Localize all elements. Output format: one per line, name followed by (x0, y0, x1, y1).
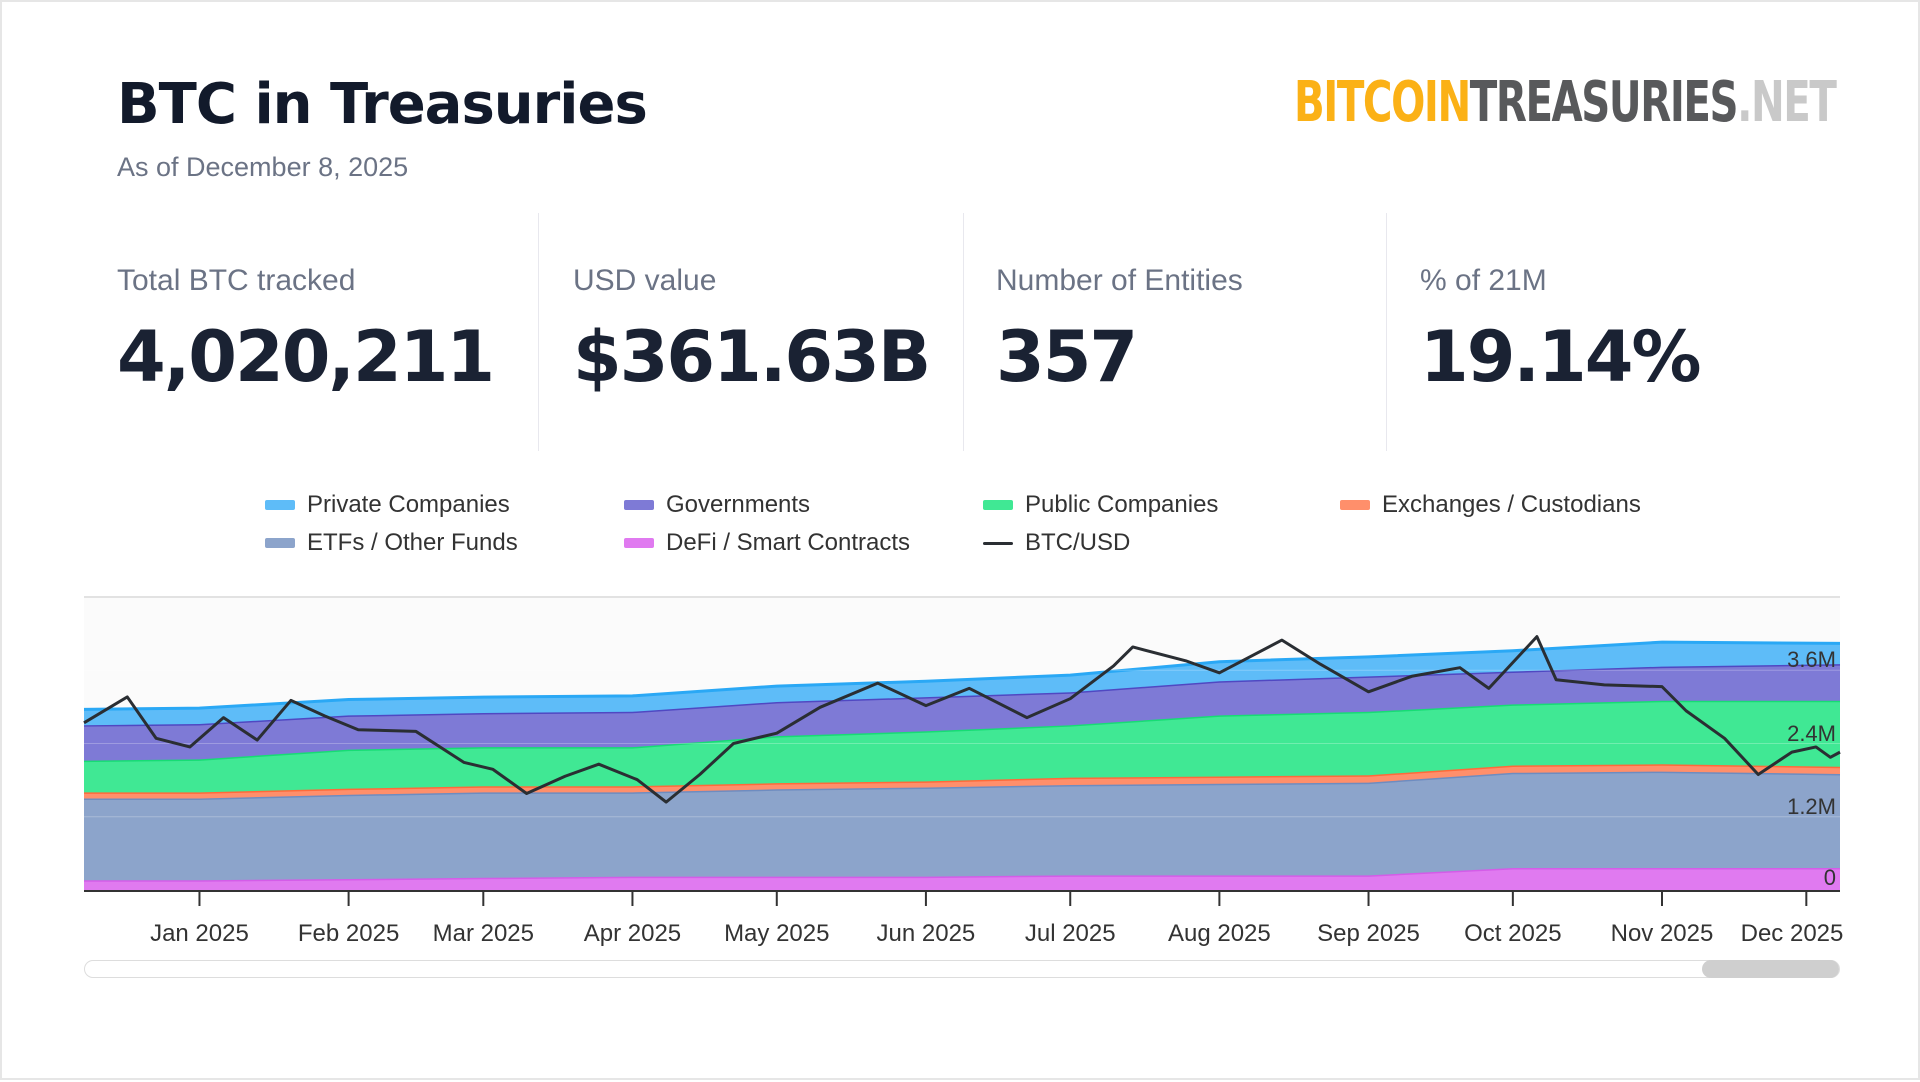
divider (1386, 213, 1387, 451)
legend-swatch (983, 500, 1013, 510)
area-defi-smart-contracts (84, 868, 1840, 890)
legend-item-governments[interactable]: Governments (624, 491, 810, 519)
stat-percent-21m: % of 21M 19.14% (1420, 264, 1702, 398)
legend-label: Private Companies (307, 491, 510, 518)
legend-item-btc-usd[interactable]: BTC/USD (983, 529, 1130, 557)
legend-item-etfs-other-funds[interactable]: ETFs / Other Funds (265, 529, 518, 557)
legend-label: Governments (666, 491, 811, 518)
area-edge-governments (83, 662, 1841, 727)
legend-label: ETFs / Other Funds (307, 529, 518, 556)
x-tick-label: Jul 2025 (1024, 920, 1116, 947)
chart-scrollbar[interactable] (84, 960, 1840, 978)
legend-swatch (265, 538, 295, 548)
x-tick-label: Jan 2025 (150, 920, 249, 947)
legend-label: Exchanges / Custodians (1382, 491, 1641, 518)
legend-item-exchanges-custodians[interactable]: Exchanges / Custodians (1340, 491, 1641, 519)
y-tick-label: 1.2M (1787, 793, 1836, 819)
y-tick-label: 3.6M (1787, 647, 1836, 673)
stat-total-btc: Total BTC tracked 4,020,211 (117, 264, 495, 398)
area-edge-exchanges-custodians (84, 762, 1841, 794)
area-public-companies (84, 700, 1840, 793)
legend-label: Public Companies (1025, 491, 1219, 518)
legend-item-private-companies[interactable]: Private Companies (265, 491, 510, 519)
x-tick-label: Oct 2025 (1464, 920, 1562, 947)
area-etfs-other-funds (84, 771, 1840, 881)
stat-label: % of 21M (1420, 264, 1547, 297)
y-tick-label: 2.4M (1787, 720, 1836, 746)
x-tick-label: Aug 2025 (1167, 920, 1271, 947)
plot-background (84, 597, 1840, 890)
divider (963, 213, 964, 451)
stat-label: USD value (573, 264, 717, 297)
area-edge-defi-smart-contracts (84, 866, 1840, 882)
stat-value: 19.14% (1420, 316, 1702, 398)
legend-swatch (624, 538, 654, 548)
as-of-date: As of December 8, 2025 (117, 152, 409, 182)
stat-value: $361.63B (573, 316, 931, 398)
legend-swatch (1340, 500, 1370, 510)
y-tick-label: 0 (1823, 865, 1836, 890)
x-tick-label: Apr 2025 (583, 920, 682, 947)
btc-usd-line (83, 635, 1841, 804)
legend-swatch (265, 500, 295, 510)
page-title: BTC in Treasuries (117, 72, 648, 137)
legend-swatch (624, 500, 654, 510)
x-tick-label: Dec 2025 (1740, 920, 1844, 947)
area-edge-etfs-other-funds (84, 770, 1841, 800)
area-private-companies (84, 642, 1840, 726)
stat-entities: Number of Entities 357 (996, 264, 1243, 398)
stat-value: 4,020,211 (117, 316, 495, 398)
stat-label: Total BTC tracked (117, 264, 356, 297)
area-exchanges-custodians (84, 764, 1840, 799)
logo-part-bitcoin: BITCOIN (1294, 70, 1471, 135)
legend-label: BTC/USD (1025, 529, 1131, 556)
x-tick-label: Sep 2025 (1317, 920, 1420, 947)
logo-part-net: .NET (1737, 70, 1837, 135)
stat-value: 357 (996, 316, 1138, 398)
x-tick-label: Mar 2025 (432, 920, 534, 947)
stat-usd-value: USD value $361.63B (573, 264, 931, 398)
area-governments (84, 664, 1840, 761)
bitcointreasuries-logo[interactable]: BITCOINTREASURIES.NET (1294, 70, 1837, 135)
legend-item-defi-smart-contracts[interactable]: DeFi / Smart Contracts (624, 529, 910, 557)
logo-part-treasuries: TREASURIES (1469, 70, 1739, 135)
legend-item-public-companies[interactable]: Public Companies (983, 491, 1218, 519)
stat-label: Number of Entities (996, 264, 1243, 297)
x-tick-label: Feb 2025 (297, 920, 400, 947)
x-tick-label: May 2025 (724, 920, 830, 947)
area-edge-private-companies (83, 640, 1841, 711)
area-edge-public-companies (83, 699, 1840, 763)
divider (538, 213, 539, 451)
scrollbar-thumb[interactable] (1702, 960, 1839, 978)
legend-label: DeFi / Smart Contracts (666, 529, 911, 556)
x-tick-label: Nov 2025 (1610, 920, 1714, 947)
legend-swatch (983, 541, 1013, 545)
x-tick-label: Jun 2025 (876, 920, 976, 947)
